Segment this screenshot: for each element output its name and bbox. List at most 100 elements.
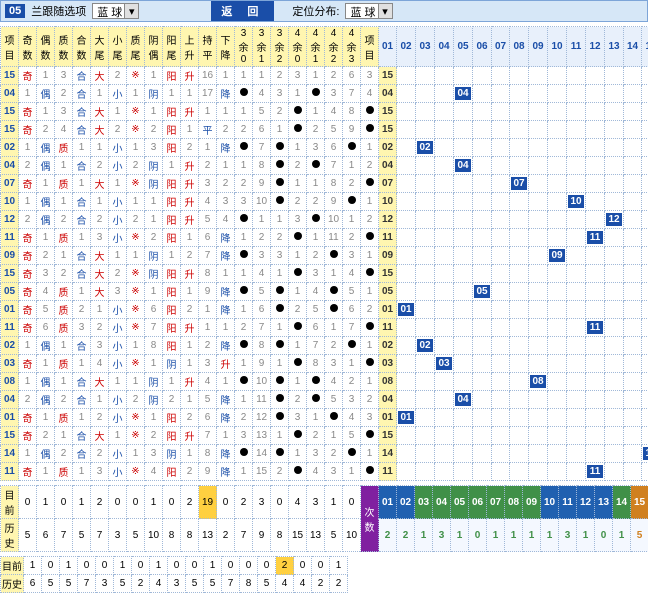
position-cell <box>586 283 605 301</box>
data-row: 15奇13合大2※1阳升161112312631515 <box>1 67 648 85</box>
dot-icon <box>330 304 338 312</box>
position-cell <box>529 157 548 175</box>
stat-cell: ※ <box>127 121 145 139</box>
position-hit-cell: 08 <box>529 373 548 391</box>
freq-val: 5 <box>631 519 648 552</box>
row-id-right: 15 <box>379 103 397 121</box>
position-cell <box>473 139 492 157</box>
stat-cell: 5 <box>37 301 55 319</box>
return-button[interactable]: 返 回 <box>211 1 274 21</box>
row-id-right: 07 <box>379 175 397 193</box>
stat-cell: 1 <box>343 355 361 373</box>
stat-cell: 合 <box>73 67 91 85</box>
position-hit-cell: 14 <box>642 445 648 463</box>
stat-cell: 1 <box>37 409 55 427</box>
position-cell <box>624 373 642 391</box>
position-cell <box>435 337 454 355</box>
stat-cell: 1 <box>145 67 163 85</box>
stat-cell: 1 <box>109 103 127 121</box>
position-header: 04 <box>435 27 454 67</box>
stat-cell: 7 <box>343 319 361 337</box>
stat-cell: 升 <box>181 103 199 121</box>
position-cell <box>492 409 510 427</box>
position-hit-cell: 02 <box>416 139 435 157</box>
dot-icon <box>294 322 302 330</box>
stat-cell: 2 <box>19 391 37 409</box>
stat-cell: 4 <box>325 373 343 391</box>
position-cell <box>416 85 435 103</box>
dot-icon <box>294 232 302 240</box>
position-cell <box>416 283 435 301</box>
stat-cell: 1 <box>55 337 73 355</box>
stat-cell: 1 <box>217 157 235 175</box>
summary2-cell: 7 <box>222 575 240 593</box>
stat-cell: 小 <box>109 139 127 157</box>
stat-cell: 2 <box>235 175 253 193</box>
stat-cell: 1 <box>199 319 217 337</box>
position-cell <box>492 139 510 157</box>
ball-type-select-2[interactable]: 蓝 球 ▾ <box>345 3 392 19</box>
stat-cell: 16 <box>199 67 217 85</box>
position-cell <box>454 193 473 211</box>
stat-cell: 1 <box>361 337 379 355</box>
position-cell <box>642 211 648 229</box>
position-cell <box>567 355 586 373</box>
stat-cell: 合 <box>73 373 91 391</box>
position-cell <box>567 121 586 139</box>
position-cell <box>624 445 642 463</box>
position-cell <box>473 409 492 427</box>
position-hit-cell: 04 <box>454 391 473 409</box>
stat-cell: 阴 <box>145 247 163 265</box>
stat-cell: 2 <box>181 247 199 265</box>
position-cell <box>642 85 648 103</box>
stat-cell <box>325 409 343 427</box>
stat-cell: 1 <box>307 229 325 247</box>
stat-cell: 1 <box>127 337 145 355</box>
stat-header: 阴偶 <box>145 27 163 67</box>
position-cell <box>492 85 510 103</box>
position-header: 03 <box>416 27 435 67</box>
position-cell <box>454 103 473 121</box>
stat-cell: 2 <box>109 265 127 283</box>
position-cell <box>397 337 416 355</box>
stat-cell: 11 <box>325 229 343 247</box>
stat-cell: 2 <box>325 67 343 85</box>
position-cell <box>624 463 642 481</box>
stat-header: 质尾 <box>127 27 145 67</box>
position-cell <box>454 139 473 157</box>
stat-cell <box>289 103 307 121</box>
stat-cell: ※ <box>127 103 145 121</box>
position-cell <box>510 139 529 157</box>
position-cell <box>454 409 473 427</box>
position-cell <box>586 373 605 391</box>
position-cell <box>567 139 586 157</box>
stat-cell: 1 <box>73 283 91 301</box>
position-cell <box>624 337 642 355</box>
position-cell <box>586 427 605 445</box>
stat-cell: ※ <box>127 67 145 85</box>
position-cell <box>510 391 529 409</box>
stat-cell: 4 <box>55 121 73 139</box>
stat-cell: 14 <box>253 445 271 463</box>
stat-cell: 5 <box>325 121 343 139</box>
row-id-left: 01 <box>1 409 19 427</box>
stat-cell <box>235 337 253 355</box>
stat-cell: 升 <box>217 355 235 373</box>
row-id-right: 09 <box>379 247 397 265</box>
stat-cell: 4 <box>145 463 163 481</box>
data-row: 01奇1质12小※1阳26降21231430101 <box>1 409 648 427</box>
ball-type-select-1[interactable]: 蓝 球 ▾ <box>92 3 139 19</box>
summary-table-2: 目前101001010010002001历史655735243557854422 <box>0 556 348 593</box>
stat-cell <box>271 337 289 355</box>
stat-cell: 2 <box>361 301 379 319</box>
stat-cell: 6 <box>145 301 163 319</box>
stat-cell: 2 <box>109 121 127 139</box>
stat-cell: 阳 <box>163 301 181 319</box>
stat-cell: 1 <box>73 139 91 157</box>
summary1-cell: 0 <box>109 486 127 519</box>
position-cell <box>510 283 529 301</box>
freq-key: 03 <box>415 486 433 519</box>
position-cell <box>548 409 567 427</box>
stat-cell: 奇 <box>19 409 37 427</box>
stat-cell: 1 <box>55 157 73 175</box>
